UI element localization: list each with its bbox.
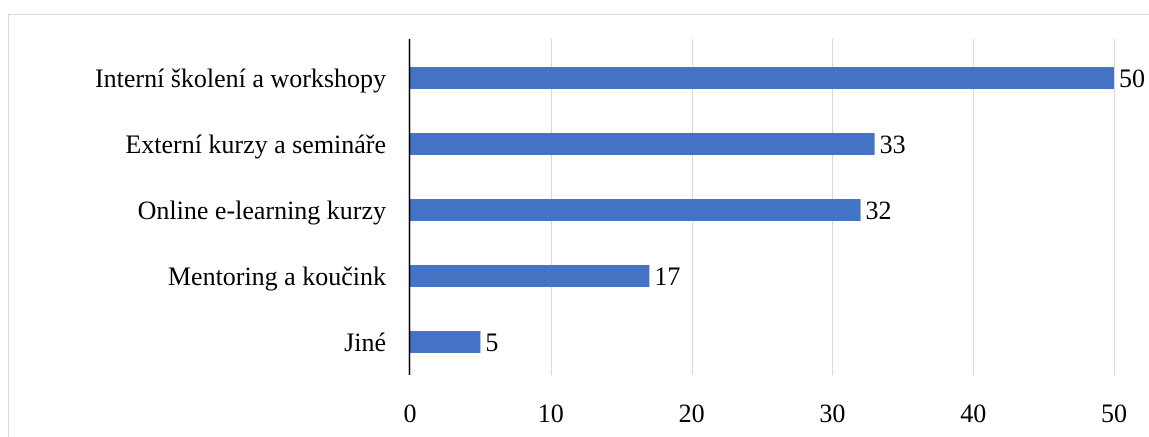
data-label-2: 32: [866, 196, 892, 225]
category-label-3: Mentoring a koučink: [168, 262, 386, 291]
bar-3: [410, 265, 650, 287]
x-tick-label-20: 20: [679, 399, 705, 428]
data-label-1: 33: [880, 130, 906, 159]
category-label-2: Online e-learning kurzy: [138, 196, 386, 225]
bar-4: [410, 331, 481, 353]
chart-border: [8, 14, 1149, 437]
data-label-3: 17: [654, 262, 680, 291]
x-tick-label-40: 40: [960, 399, 986, 428]
bar-0: [410, 67, 1114, 89]
x-tick-label-30: 30: [819, 399, 845, 428]
x-tick-label-10: 10: [538, 399, 564, 428]
category-label-4: Jiné: [344, 328, 386, 357]
x-tick-label-0: 0: [404, 399, 417, 428]
category-label-0: Interní školení a workshopy: [95, 64, 386, 93]
bars: [410, 67, 1114, 353]
labels: 50 33 32 17 5 Interní školení a workshopy Exte…: [95, 64, 1145, 428]
data-label-4: 5: [485, 328, 498, 357]
data-label-0: 50: [1119, 64, 1145, 93]
x-tick-label-50: 50: [1101, 399, 1127, 428]
category-label-1: Externí kurzy a semináře: [125, 130, 386, 159]
bar-1: [410, 133, 875, 155]
bar-2: [410, 199, 861, 221]
